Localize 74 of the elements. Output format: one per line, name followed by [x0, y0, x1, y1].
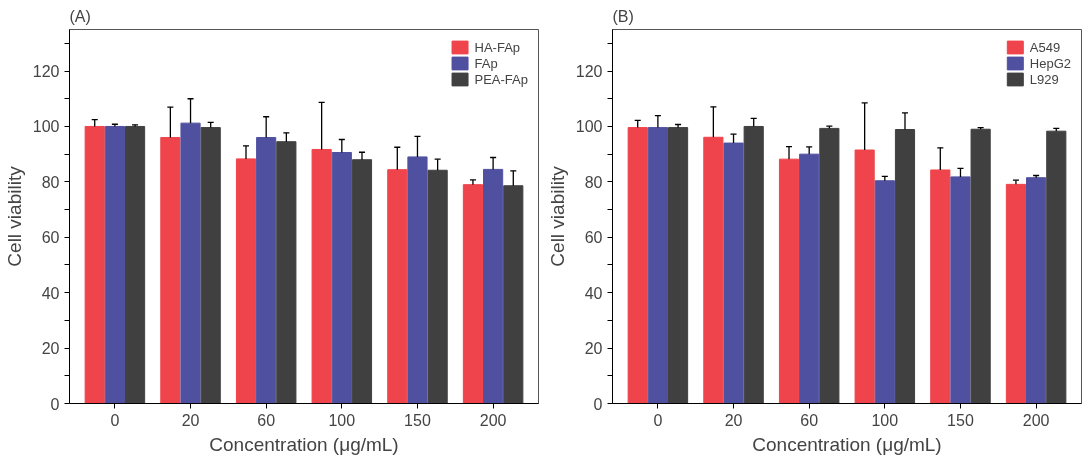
- x-tick-label: 200: [479, 411, 507, 429]
- y-tick-label: 100: [32, 118, 60, 136]
- bar: [276, 141, 297, 404]
- x-axis-title: Concentration (μg/mL): [752, 433, 942, 455]
- chart-title: (A): [69, 7, 91, 25]
- legend-label: HA-FAp: [474, 39, 521, 55]
- x-tick-label: 100: [328, 411, 356, 429]
- y-tick-label: 100: [575, 118, 603, 136]
- bar: [894, 129, 916, 404]
- x-tick-label: 150: [404, 411, 431, 429]
- x-tick-label: 20: [724, 411, 743, 429]
- bar: [387, 169, 408, 404]
- chart-title: (B): [612, 7, 634, 25]
- bar: [104, 125, 125, 404]
- bar: [874, 180, 895, 404]
- x-tick-label: 150: [947, 411, 974, 429]
- bar: [1026, 177, 1047, 404]
- bar: [799, 153, 820, 404]
- x-tick-label: 100: [871, 411, 899, 429]
- bar: [723, 142, 744, 404]
- legend-label: L929: [1029, 71, 1059, 87]
- y-tick-label: 120: [32, 63, 60, 81]
- bar: [627, 127, 648, 404]
- y-tick-label: 120: [575, 63, 603, 81]
- bar: [819, 127, 840, 404]
- x-axis-title: Concentration (μg/mL): [209, 433, 399, 455]
- bar: [1005, 183, 1027, 404]
- bar: [462, 184, 484, 404]
- bar: [84, 125, 105, 404]
- y-tick-label: 80: [41, 173, 60, 191]
- x-tick-label: 0: [653, 411, 663, 429]
- y-tick-label: 40: [41, 284, 60, 302]
- x-tick-label: 200: [1022, 411, 1050, 429]
- y-tick-label: 0: [593, 395, 603, 413]
- y-tick-label: 80: [584, 173, 603, 191]
- bar: [427, 169, 448, 404]
- legend-label: PEA-FAp: [474, 71, 528, 87]
- bar: [235, 158, 257, 404]
- bar: [1046, 130, 1067, 404]
- bar: [124, 125, 146, 404]
- bar: [407, 156, 428, 404]
- y-tick-label: 60: [41, 229, 60, 247]
- y-tick-label: 20: [41, 340, 60, 358]
- bar: [180, 122, 201, 404]
- bar: [703, 136, 724, 404]
- bar: [351, 159, 373, 404]
- bar: [256, 137, 277, 404]
- bar: [503, 185, 524, 404]
- bar: [311, 148, 332, 404]
- x-tick-label: 20: [181, 411, 200, 429]
- bar: [331, 152, 352, 404]
- legend-label: A549: [1029, 39, 1061, 55]
- bar: [743, 125, 764, 404]
- y-tick-label: 0: [50, 395, 60, 413]
- bar: [970, 128, 991, 404]
- y-tick-label: 60: [584, 229, 603, 247]
- y-axis-title: Cell viability: [3, 165, 25, 267]
- bar: [950, 176, 971, 404]
- bar: [647, 127, 668, 404]
- bar: [778, 158, 800, 404]
- legend-label: FAp: [474, 55, 498, 71]
- y-axis-title: Cell viability: [546, 165, 568, 267]
- bar: [854, 149, 875, 404]
- bar: [200, 127, 221, 404]
- x-tick-label: 60: [257, 411, 276, 429]
- bar: [930, 169, 951, 404]
- bar: [160, 137, 181, 404]
- bar: [667, 127, 689, 404]
- y-tick-label: 20: [584, 340, 603, 358]
- x-tick-label: 0: [110, 411, 120, 429]
- legend-label: HepG2: [1029, 55, 1071, 71]
- y-tick-label: 40: [584, 284, 603, 302]
- bar: [483, 168, 504, 404]
- x-tick-label: 60: [800, 411, 819, 429]
